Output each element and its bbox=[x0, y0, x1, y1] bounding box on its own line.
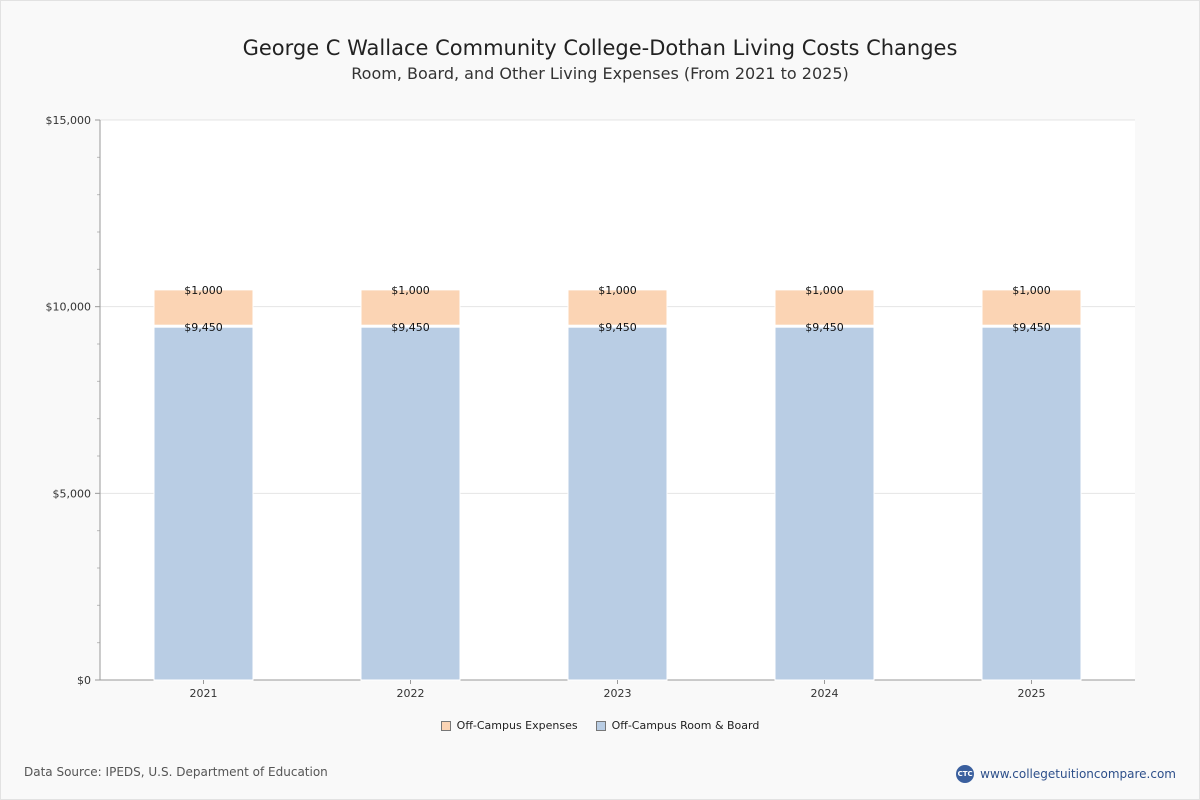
x-tick-label: 2024 bbox=[811, 687, 839, 700]
y-tick-label: $10,000 bbox=[46, 301, 92, 314]
bar-expenses bbox=[567, 289, 668, 326]
x-tick-label: 2023 bbox=[604, 687, 632, 700]
data-label-expenses: $1,000 bbox=[1012, 284, 1051, 297]
data-label-expenses: $1,000 bbox=[598, 284, 637, 297]
data-label-room-board: $9,450 bbox=[805, 321, 844, 334]
data-label-room-board: $9,450 bbox=[1012, 321, 1051, 334]
bar-expenses bbox=[153, 289, 254, 326]
x-tick-label: 2022 bbox=[397, 687, 425, 700]
legend-item-off-campus-room-board[interactable]: Off-Campus Room & Board bbox=[595, 719, 760, 732]
brand-logo-icon: CTC bbox=[956, 765, 975, 783]
y-tick-label: $5,000 bbox=[53, 487, 92, 500]
data-label-room-board: $9,450 bbox=[391, 321, 430, 334]
bar-expenses bbox=[360, 289, 461, 326]
legend-label-room-board: Off-Campus Room & Board bbox=[611, 719, 760, 732]
x-tick-label: 2021 bbox=[190, 687, 218, 700]
bar-room-board bbox=[360, 326, 461, 681]
y-tick-label: $15,000 bbox=[46, 114, 92, 127]
data-label-room-board: $9,450 bbox=[184, 321, 223, 334]
data-label-expenses: $1,000 bbox=[184, 284, 223, 297]
bar-expenses bbox=[981, 289, 1082, 326]
bar-room-board bbox=[981, 326, 1082, 681]
data-label-room-board: $9,450 bbox=[598, 321, 637, 334]
data-source-note: Data Source: IPEDS, U.S. Department of E… bbox=[24, 765, 328, 779]
brand-link[interactable]: CTC www.collegetuitioncompare.com bbox=[956, 765, 1176, 783]
chart-subtitle: Room, Board, and Other Living Expenses (… bbox=[351, 64, 849, 83]
bar-room-board bbox=[774, 326, 875, 681]
chart-title: George C Wallace Community College-Dotha… bbox=[242, 36, 958, 60]
x-tick-label: 2025 bbox=[1018, 687, 1046, 700]
bar-room-board bbox=[567, 326, 668, 681]
data-label-expenses: $1,000 bbox=[805, 284, 844, 297]
legend-swatch-expenses-icon bbox=[440, 720, 451, 731]
brand-url: www.collegetuitioncompare.com bbox=[980, 767, 1176, 781]
legend-item-off-campus-expenses[interactable]: Off-Campus Expenses bbox=[440, 719, 578, 732]
legend-label-expenses: Off-Campus Expenses bbox=[456, 719, 578, 732]
chart-legend: Off-Campus Expenses Off-Campus Room & Bo… bbox=[0, 719, 1200, 732]
legend-swatch-room-board-icon bbox=[595, 720, 606, 731]
y-tick-label: $0 bbox=[77, 674, 91, 687]
bar-room-board bbox=[153, 326, 254, 681]
data-label-expenses: $1,000 bbox=[391, 284, 430, 297]
bar-expenses bbox=[774, 289, 875, 326]
